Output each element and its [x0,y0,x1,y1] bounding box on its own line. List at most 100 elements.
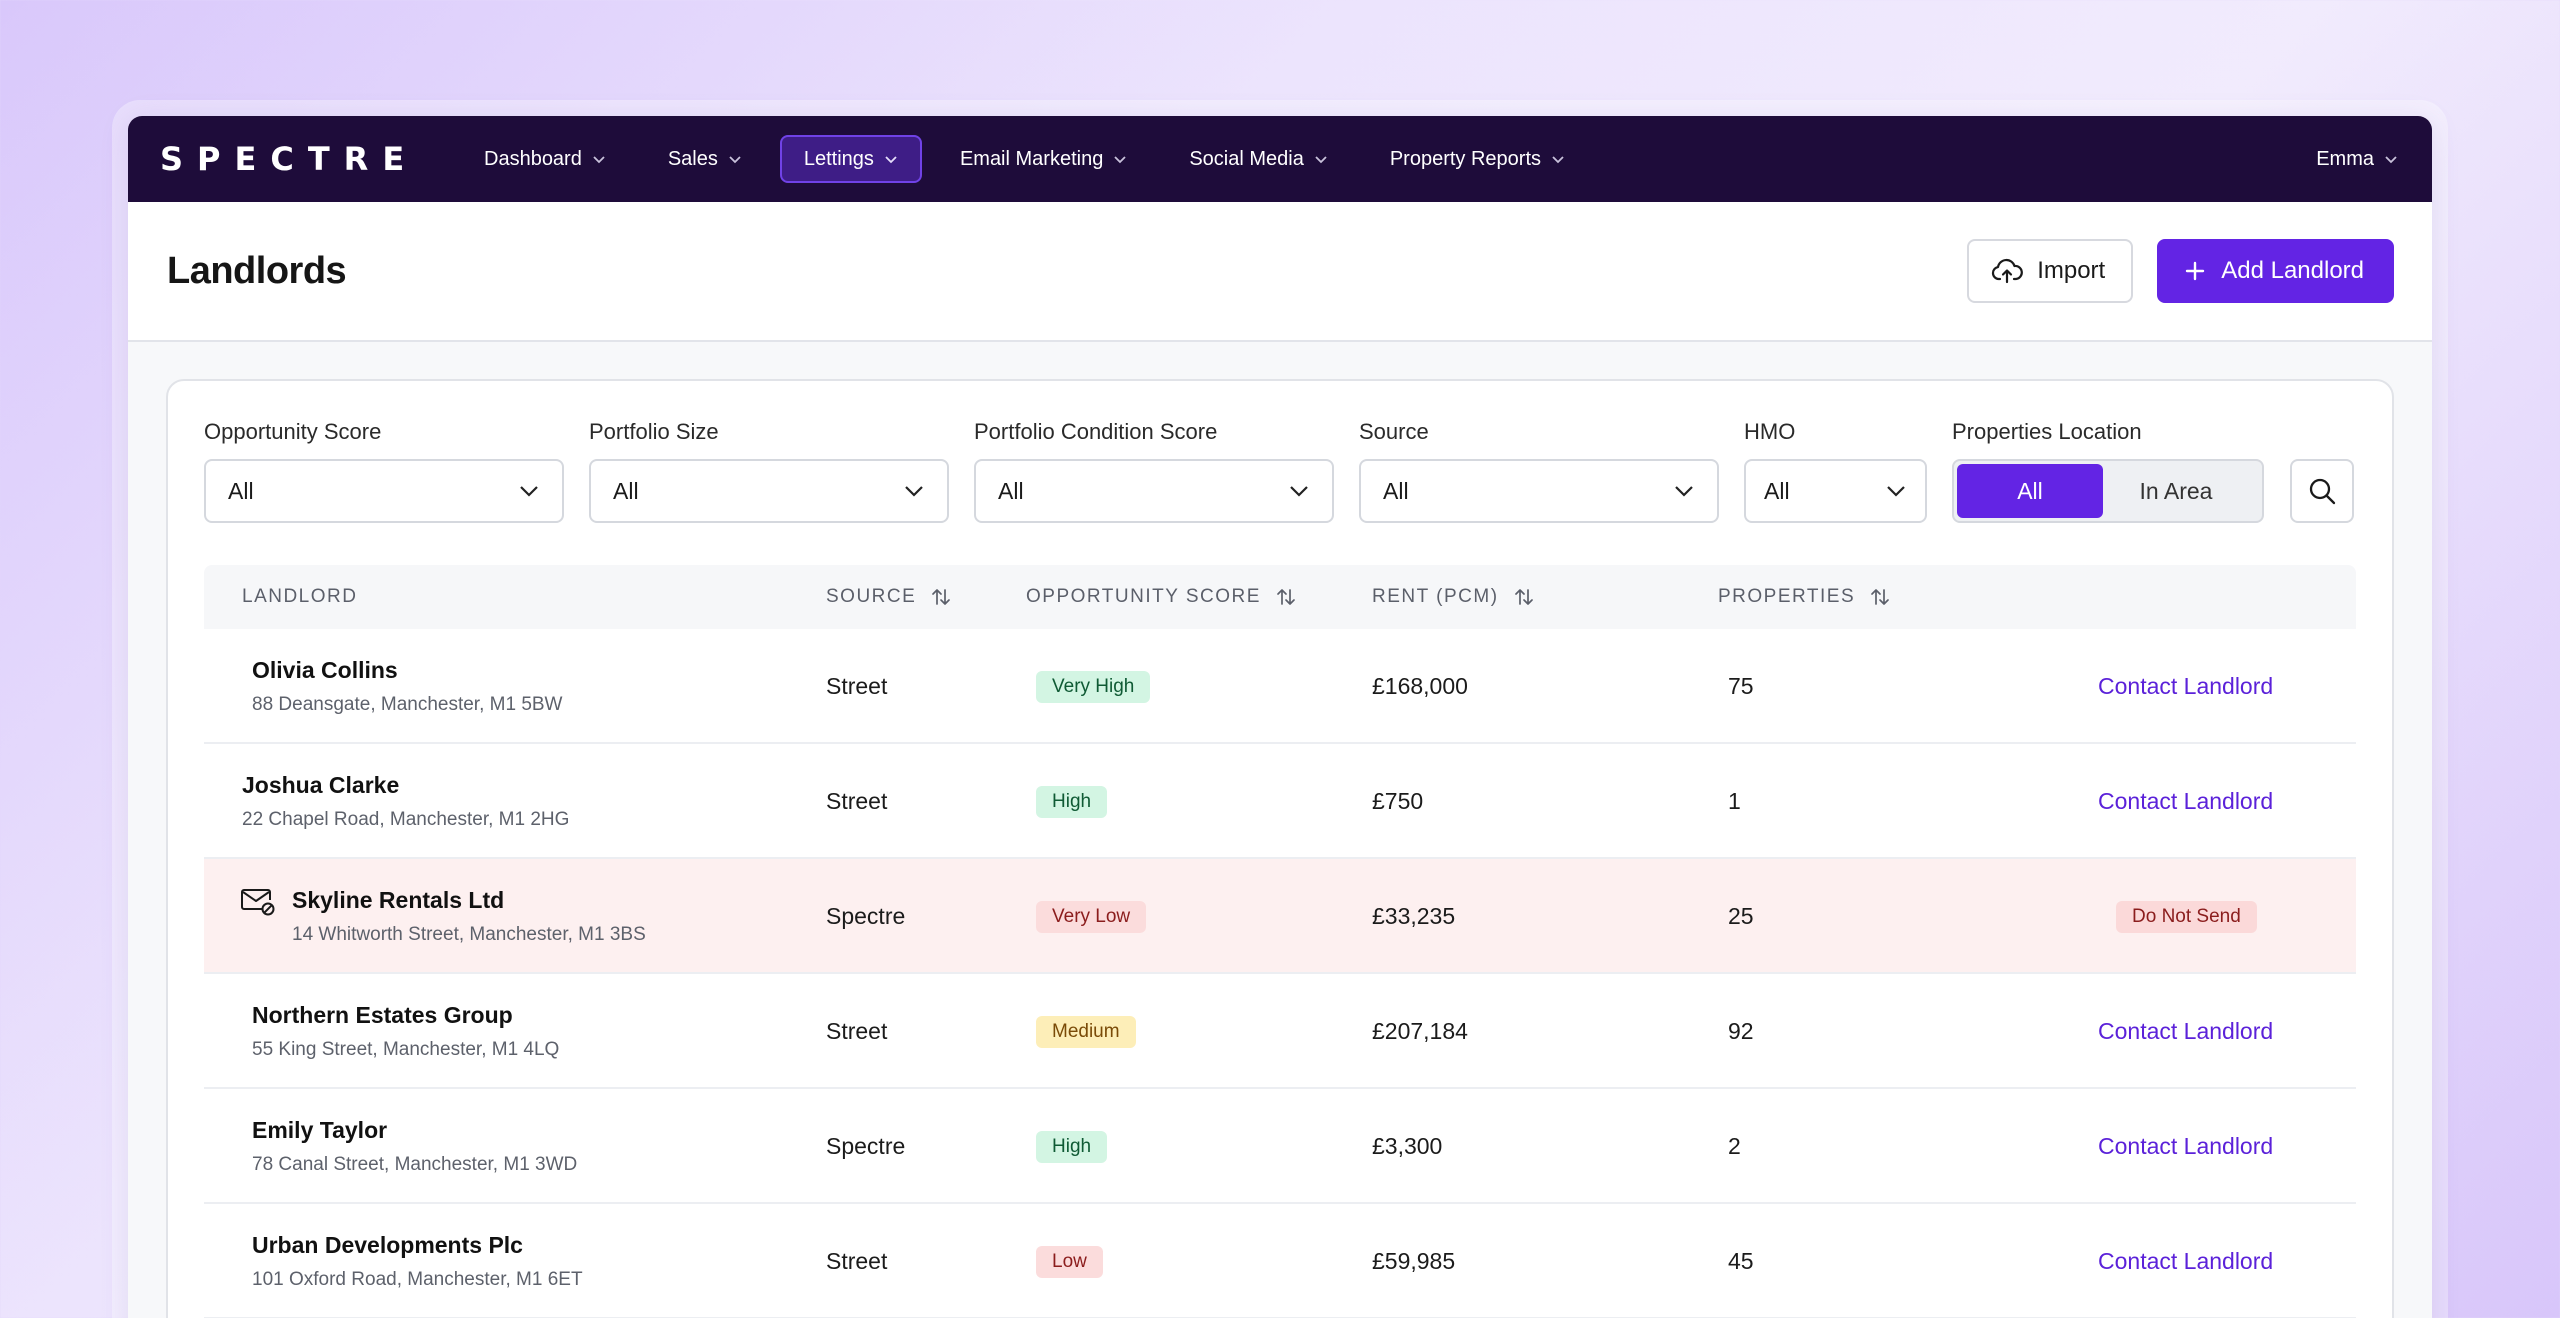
score-badge: High [1036,785,1108,818]
column-label: SOURCE [826,586,917,607]
table-row[interactable]: Olivia Collins 88 Deansgate, Manchester,… [204,629,2356,744]
portfolio-condition-select[interactable]: All [974,459,1334,523]
column-label: RENT (PCM) [1372,586,1499,607]
chevron-down-icon [1552,156,1564,164]
source-select[interactable]: All [1359,459,1719,523]
nav-item-sales[interactable]: Sales [644,135,766,183]
landlord-name: Skyline Rentals Ltd [292,887,505,913]
toggle-option-in-area[interactable]: In Area [2139,477,2213,504]
search-icon [2309,478,2336,505]
score-badge: Medium [1036,1015,1136,1048]
page-header: Landlords Import Add Landlord [128,202,2432,342]
action-cell: Contact Landlord [2098,974,2273,1089]
rent-cell: £33,235 [1372,903,1456,929]
chevron-down-icon [1887,486,1905,497]
rent-cell: £59,985 [1372,1248,1456,1274]
chevron-down-icon [905,486,923,497]
table-row[interactable]: Urban Developments Plc 101 Oxford Road, … [204,1204,2356,1318]
action-cell: Contact Landlord [2098,744,2273,859]
col-source[interactable]: SOURCE [826,565,952,629]
contact-landlord-link[interactable]: Contact Landlord [2098,788,2274,814]
search-button[interactable] [2290,459,2354,523]
score-cell: Medium [1036,974,1136,1089]
main-menu: Dashboard Sales Lettings Email Marketing… [460,135,1603,183]
score-badge: Very Low [1036,900,1147,933]
nav-item-dashboard[interactable]: Dashboard [460,135,630,183]
chevron-down-icon [1114,156,1126,164]
chevron-down-icon [885,156,897,164]
nav-item-label: Dashboard [484,147,582,170]
nav-item-lettings[interactable]: Lettings [779,135,922,183]
nav-item-label: Property Reports [1389,147,1542,170]
col-opportunity-score[interactable]: OPPORTUNITY SCORE [1026,565,1297,629]
filter-label: HMO [1744,419,1796,444]
source-cell: Street [826,1248,888,1274]
page-title: Landlords [167,249,347,292]
landlord-address: 55 King Street, Manchester, M1 4LQ [252,1039,560,1060]
filter-properties-location: Properties Location All In Area [1952,419,2264,523]
landlord-cell: Emily Taylor 78 Canal Street, Manchester… [252,1089,577,1204]
chevron-down-icon [1290,486,1308,497]
landlords-card: Opportunity Score All Portfolio Size All… [166,379,2394,1318]
source-cell: Street [826,673,888,699]
nav-item-email-marketing[interactable]: Email Marketing [936,135,1151,183]
nav-item-social-media[interactable]: Social Media [1165,135,1352,183]
filter-portfolio-condition: Portfolio Condition Score All [974,419,1334,523]
landlord-name: Urban Developments Plc [252,1232,523,1258]
landlord-cell: Olivia Collins 88 Deansgate, Manchester,… [252,629,563,744]
select-value: All [613,477,639,504]
toggle-option-all[interactable]: All [1957,464,2103,518]
table-row[interactable]: Joshua Clarke 22 Chapel Road, Manchester… [204,744,2356,859]
action-cell: Do Not Send [2116,859,2257,974]
import-button[interactable]: Import [1967,239,2134,303]
portfolio-size-select[interactable]: All [589,459,949,523]
filter-portfolio-size: Portfolio Size All [589,419,949,523]
rent-cell: £207,184 [1372,1018,1468,1044]
contact-landlord-link[interactable]: Contact Landlord [2098,1248,2274,1274]
hmo-select[interactable]: All [1744,459,1927,523]
header-actions: Import Add Landlord [1967,239,2394,303]
table-header: LANDLORD SOURCE OPPORTUNITY SCORE RENT (… [204,565,2356,629]
add-landlord-button[interactable]: Add Landlord [2157,239,2394,303]
score-badge: Low [1036,1245,1103,1278]
score-cell: Very Low [1036,859,1147,974]
contact-landlord-link[interactable]: Contact Landlord [2098,1133,2274,1159]
landlord-cell: Urban Developments Plc 101 Oxford Road, … [252,1204,583,1318]
nav-item-property-reports[interactable]: Property Reports [1366,135,1589,183]
source-cell: Spectre [826,1133,906,1159]
col-properties[interactable]: PROPERTIES [1718,565,1891,629]
landlord-address: 22 Chapel Road, Manchester, M1 2HG [242,809,570,830]
top-nav: SPECTRE Dashboard Sales Lettings Email M… [128,116,2432,202]
nav-item-label: Sales [667,147,718,170]
sort-icon [1514,589,1533,605]
properties-cell: 1 [1728,788,1741,814]
landlord-name: Northern Estates Group [252,1002,513,1028]
landlord-name: Joshua Clarke [242,772,400,798]
opportunity-score-select[interactable]: All [204,459,564,523]
chevron-down-icon [2385,156,2397,164]
contact-landlord-link[interactable]: Contact Landlord [2098,1018,2274,1044]
landlord-cell: Northern Estates Group 55 King Street, M… [252,974,559,1089]
sort-icon [932,589,951,605]
table-row[interactable]: Northern Estates Group 55 King Street, M… [204,974,2356,1089]
filter-hmo: HMO All [1744,419,1927,523]
table-row[interactable]: Skyline Rentals Ltd 14 Whitworth Street,… [204,859,2356,974]
sort-icon [1871,589,1889,605]
app-window: SPECTRE Dashboard Sales Lettings Email M… [128,116,2432,1318]
select-value: All [228,477,254,504]
table-row[interactable]: Emily Taylor 78 Canal Street, Manchester… [204,1089,2356,1204]
properties-cell: 25 [1728,903,1754,929]
column-label: LANDLORD [242,586,358,607]
contact-landlord-link[interactable]: Contact Landlord [2098,673,2274,699]
source-cell: Street [826,788,888,814]
rent-cell: £168,000 [1372,673,1468,699]
score-cell: High [1036,744,1108,859]
chevron-down-icon [593,156,605,164]
col-rent[interactable]: RENT (PCM) [1372,565,1535,629]
user-name: Emma [2316,147,2374,170]
cloud-upload-icon [1992,258,2024,284]
properties-cell: 75 [1728,673,1754,699]
landlord-name: Olivia Collins [252,657,398,683]
landlords-table: LANDLORD SOURCE OPPORTUNITY SCORE RENT (… [204,565,2356,1318]
user-menu[interactable]: Emma [2316,148,2398,171]
